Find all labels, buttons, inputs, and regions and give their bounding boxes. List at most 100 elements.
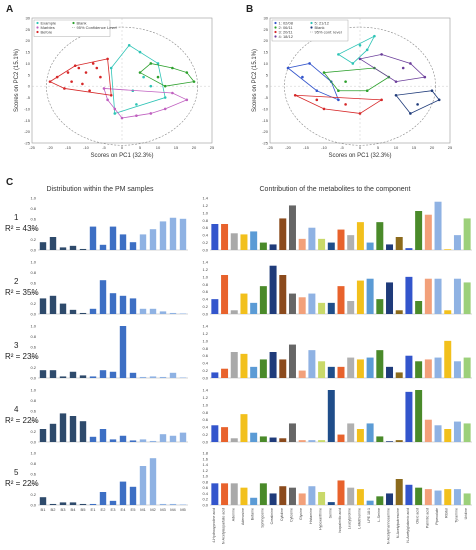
metab-bar <box>347 235 355 250</box>
metab-bar <box>395 372 403 378</box>
sample-x-tick-label: B3 <box>61 507 67 512</box>
metab-x-tick-label: Histamine <box>309 508 313 524</box>
data-point <box>120 116 124 120</box>
metab-y-tick-label: 0.2 <box>202 497 208 502</box>
sample-bar <box>99 429 107 442</box>
metab-x-tick-label: L-Serine <box>377 508 381 522</box>
legend-marker <box>36 30 39 34</box>
metab-bar <box>356 280 364 314</box>
sample-bar <box>99 280 107 314</box>
data-point <box>81 82 84 86</box>
metab-bar <box>463 493 471 505</box>
metab-bar <box>405 355 413 378</box>
metab-bar <box>424 419 432 442</box>
sample-y-tick-label: 0.0 <box>30 248 36 253</box>
sample-bar <box>129 440 137 442</box>
sample-bar <box>89 376 97 378</box>
data-point <box>149 84 153 88</box>
metab-bar <box>298 493 306 505</box>
metab-y-tick-label: 1.4 <box>202 196 208 201</box>
sample-bar <box>109 500 117 505</box>
data-point <box>106 98 109 102</box>
panel-b: B -25 -20 -15 -10 -5 0 5 10 15 20 25 30 25 20 15 10 5 0 -5 -… <box>246 4 453 159</box>
sample-bar <box>129 372 137 378</box>
metab-y-tick-label: 1.0 <box>202 338 208 343</box>
sample-bar <box>49 423 57 442</box>
y-tick-label: -25 <box>262 141 269 146</box>
group-hull <box>295 94 383 114</box>
metab-bar <box>221 275 229 314</box>
sample-bar <box>179 504 187 505</box>
metab-bar <box>415 487 423 505</box>
data-point <box>358 112 362 115</box>
sample-bar <box>179 432 187 442</box>
sample-bar <box>39 497 47 505</box>
data-point <box>373 34 376 38</box>
metab-x-tick-label: N-Acetylglutamic acid <box>406 508 410 543</box>
metab-bar <box>230 233 238 250</box>
sample-y-tick-label: 0.6 <box>30 471 36 476</box>
x-tick-label: 10 <box>156 145 161 150</box>
metab-bar <box>250 366 258 378</box>
sample-bar <box>159 221 167 250</box>
metab-bar <box>240 353 248 378</box>
metab-bar <box>366 500 374 505</box>
legend-entry: 4: 18/12 <box>279 34 294 39</box>
sample-bar <box>89 226 97 250</box>
sample-x-tick-label: B1 <box>41 507 47 512</box>
metab-bar <box>415 390 423 442</box>
metab-bar <box>269 265 277 314</box>
sample-x-tick-label: M2 <box>150 507 156 512</box>
metab-bar <box>221 368 229 378</box>
legend-marker <box>310 21 313 25</box>
metab-bar <box>221 483 229 505</box>
sample-x-tick-label: M5 <box>180 507 186 512</box>
metab-bar <box>376 299 384 314</box>
metab-bar <box>463 282 471 314</box>
legend-marker <box>72 21 75 25</box>
data-point <box>149 112 153 115</box>
sample-bar <box>139 234 147 250</box>
sample-x-tick-label: E3 <box>111 507 117 512</box>
data-point <box>322 71 326 74</box>
metab-y-tick-label: 0.8 <box>202 410 208 415</box>
sample-bar <box>109 226 117 250</box>
y-tick-label: -20 <box>262 129 269 134</box>
data-point <box>138 50 142 54</box>
legend-marker <box>36 26 39 29</box>
sample-y-tick-label: 0.0 <box>30 376 36 381</box>
metab-bar <box>356 359 364 378</box>
data-point <box>416 103 419 106</box>
metab-x-tick-label: 4-Hydroxyproline acid <box>212 508 216 543</box>
metab-bar <box>259 436 267 442</box>
metab-bar <box>386 282 394 314</box>
metab-bar <box>337 480 345 505</box>
data-point <box>394 80 398 83</box>
y-tick-label: -15 <box>24 118 31 123</box>
sample-bar <box>69 416 77 442</box>
group-hull <box>358 53 426 83</box>
metab-bar <box>211 483 219 505</box>
data-point <box>423 75 427 79</box>
sample-bar <box>39 298 47 314</box>
sample-bar <box>129 298 137 314</box>
x-tick-label: 20 <box>430 145 435 150</box>
metab-bar <box>434 357 442 378</box>
right-column-title: Contribution of the metabolites to the c… <box>260 186 411 193</box>
metab-y-tick-label: 0.4 <box>202 361 208 366</box>
sample-y-tick-label: 0.2 <box>30 237 36 242</box>
legend-entry: Blank <box>315 25 325 30</box>
x-tick-label: 15 <box>412 145 417 150</box>
data-point <box>63 87 66 90</box>
x-tick-label: 25 <box>210 145 215 150</box>
metab-bar <box>308 227 316 250</box>
x-tick-label: 5 <box>139 145 142 150</box>
sample-bar <box>159 503 167 505</box>
metab-bar <box>318 492 326 505</box>
metab-bar <box>298 238 306 250</box>
sample-bar <box>139 376 147 378</box>
metab-bar <box>337 286 345 314</box>
x-tick-label: -15 <box>65 145 72 150</box>
sample-bar <box>79 503 87 505</box>
y-tick-label: 30 <box>264 16 269 21</box>
